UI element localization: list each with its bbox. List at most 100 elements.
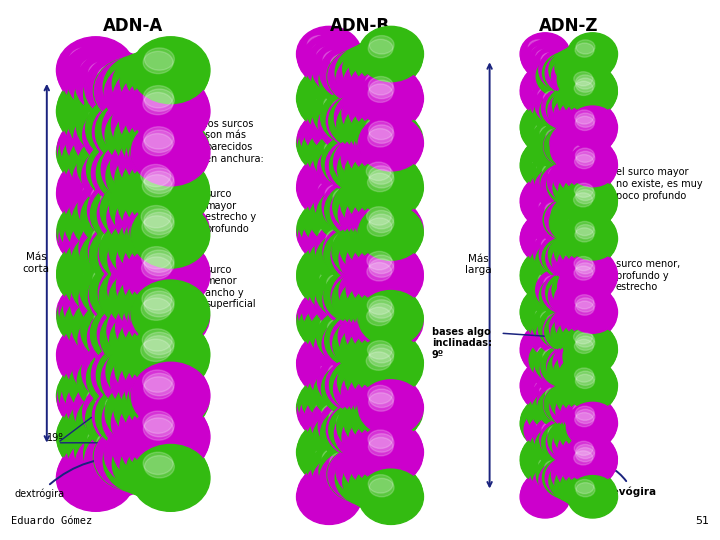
Ellipse shape [531,316,581,359]
Ellipse shape [113,188,143,211]
Ellipse shape [564,297,614,340]
Ellipse shape [115,146,194,213]
Ellipse shape [311,117,336,136]
Ellipse shape [358,383,423,439]
Ellipse shape [314,266,338,285]
Ellipse shape [307,369,372,424]
Ellipse shape [304,302,369,357]
Ellipse shape [56,444,135,511]
Ellipse shape [522,74,572,117]
Ellipse shape [529,339,579,381]
Ellipse shape [143,377,174,399]
Ellipse shape [562,349,580,363]
Ellipse shape [145,415,174,437]
Ellipse shape [548,418,598,461]
Ellipse shape [567,179,618,222]
Ellipse shape [535,342,585,384]
Ellipse shape [319,225,343,244]
Ellipse shape [543,174,562,188]
Ellipse shape [563,335,613,378]
Ellipse shape [359,378,384,396]
Ellipse shape [91,319,121,341]
Ellipse shape [566,272,585,287]
Ellipse shape [344,395,409,450]
Ellipse shape [321,154,346,173]
Ellipse shape [369,80,394,99]
Ellipse shape [107,184,186,251]
Ellipse shape [303,239,368,294]
Ellipse shape [354,417,419,472]
Ellipse shape [359,335,423,390]
Ellipse shape [563,357,613,400]
Ellipse shape [79,384,109,406]
Ellipse shape [558,80,608,123]
Ellipse shape [58,123,137,189]
Ellipse shape [526,262,575,305]
Ellipse shape [82,338,161,405]
Ellipse shape [565,199,584,213]
Ellipse shape [566,147,616,190]
Ellipse shape [525,173,575,215]
Ellipse shape [99,260,177,326]
Ellipse shape [570,196,589,210]
Ellipse shape [305,60,370,115]
Ellipse shape [564,126,583,140]
Ellipse shape [528,113,547,127]
Ellipse shape [333,361,399,416]
Ellipse shape [366,73,390,91]
Ellipse shape [521,214,571,257]
Ellipse shape [521,288,571,330]
Ellipse shape [529,116,548,131]
Ellipse shape [73,257,102,279]
Ellipse shape [523,138,572,180]
Ellipse shape [528,483,547,497]
Ellipse shape [538,122,588,164]
Ellipse shape [76,137,106,159]
Ellipse shape [307,259,333,277]
Ellipse shape [297,68,362,123]
Ellipse shape [572,107,591,121]
Ellipse shape [532,107,552,121]
Ellipse shape [364,426,390,445]
Ellipse shape [526,246,575,289]
Ellipse shape [569,215,588,229]
Ellipse shape [101,188,130,211]
Ellipse shape [69,352,148,419]
Ellipse shape [546,345,597,387]
Ellipse shape [310,145,375,201]
Ellipse shape [566,176,616,219]
Ellipse shape [109,174,189,241]
Ellipse shape [532,46,551,60]
Ellipse shape [361,355,387,374]
Ellipse shape [300,108,365,164]
Ellipse shape [86,95,164,162]
Ellipse shape [346,306,410,361]
Ellipse shape [81,404,112,427]
Ellipse shape [356,298,420,353]
Ellipse shape [552,390,571,404]
Ellipse shape [77,133,156,200]
Ellipse shape [546,208,566,223]
Ellipse shape [530,441,549,455]
Ellipse shape [97,181,176,247]
Ellipse shape [298,332,364,387]
Ellipse shape [521,68,570,110]
Ellipse shape [539,49,589,91]
Ellipse shape [562,174,580,188]
Ellipse shape [573,145,593,159]
Ellipse shape [368,386,392,404]
Ellipse shape [532,389,582,432]
Ellipse shape [306,413,372,469]
Ellipse shape [521,109,570,152]
Ellipse shape [520,218,570,260]
Ellipse shape [110,312,140,334]
Ellipse shape [304,149,369,205]
Ellipse shape [91,181,169,247]
Ellipse shape [316,69,341,87]
Ellipse shape [528,298,547,312]
Ellipse shape [352,140,377,158]
Ellipse shape [568,288,587,302]
Ellipse shape [127,112,206,179]
Ellipse shape [547,467,566,481]
Ellipse shape [366,441,390,460]
